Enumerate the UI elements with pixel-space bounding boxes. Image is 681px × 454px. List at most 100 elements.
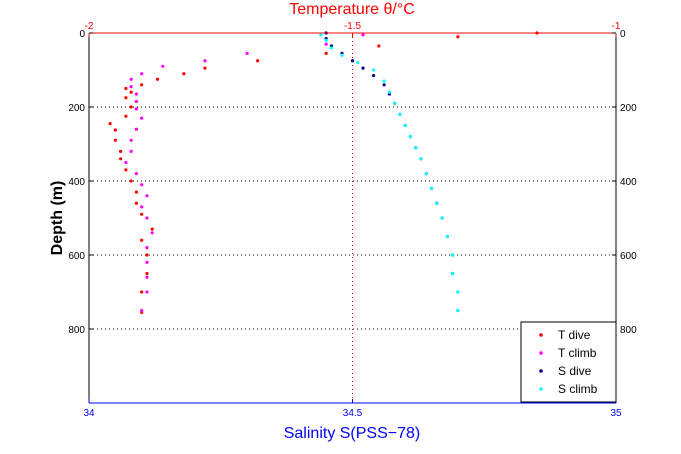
- bottom-axis-label: Salinity S(PSS−78): [284, 425, 421, 442]
- series-0-point-5: [203, 66, 207, 70]
- series-0-point-3: [324, 51, 328, 55]
- series-3-point-15: [429, 186, 434, 190]
- series-1-point-10: [134, 107, 139, 111]
- series-1-point-22: [145, 246, 149, 250]
- series-3-point-10: [403, 123, 407, 128]
- series-2-point-6: [371, 73, 376, 78]
- series-3-point-5: [371, 68, 376, 72]
- series-1-point-19: [140, 205, 144, 209]
- legend-label-0: T dive: [558, 328, 591, 342]
- series-0-point-16: [113, 138, 117, 142]
- series-0-point-1: [456, 35, 460, 39]
- series-1-point-21: [150, 231, 154, 235]
- bottom-tick-label: 34.5: [343, 408, 363, 419]
- series-1-point-23: [145, 260, 149, 264]
- series-0-point-13: [124, 114, 128, 118]
- y-axis-label: Depth (m): [49, 181, 66, 256]
- series-1: [124, 33, 365, 313]
- series-1-point-9: [134, 99, 139, 104]
- y-tick-label-left: 200: [68, 103, 85, 114]
- series-3-point-14: [424, 172, 428, 176]
- series-3-point-2: [329, 46, 334, 50]
- series-0-point-14: [108, 122, 112, 126]
- series-1-point-20: [145, 216, 149, 220]
- series-3-point-9: [398, 112, 402, 116]
- series-1-point-24: [145, 275, 149, 279]
- series-3-point-4: [356, 61, 360, 65]
- series-0-point-19: [124, 168, 128, 172]
- data-series: [108, 31, 539, 314]
- legend-marker-1: [539, 351, 543, 355]
- series-1-point-18: [145, 194, 149, 198]
- series-0-point-7: [155, 77, 160, 81]
- series-1-point-12: [134, 127, 139, 131]
- series-3-point-8: [393, 101, 397, 105]
- y-tick-label-right: 200: [620, 103, 637, 114]
- legend-box: [520, 321, 617, 403]
- series-1-point-15: [124, 160, 128, 165]
- series-0-point-20: [129, 179, 133, 183]
- series-1-point-11: [140, 116, 144, 120]
- series-3-point-17: [440, 216, 444, 220]
- top-tick-label: -1.5: [344, 21, 362, 32]
- series-1-point-4: [161, 64, 165, 68]
- series-1-point-14: [129, 149, 133, 153]
- series-1-point-7: [129, 85, 133, 89]
- series-3-point-0: [319, 33, 323, 37]
- series-0-point-17: [119, 149, 123, 153]
- series-0-point-22: [134, 201, 139, 205]
- series-1-point-13: [129, 138, 133, 142]
- series-0-point-23: [140, 212, 144, 216]
- legend: T dive T climb S dive S climb: [520, 321, 617, 403]
- series-1-point-3: [203, 59, 207, 63]
- series-0-point-2: [377, 44, 381, 48]
- series-0-point-18: [119, 157, 123, 161]
- tick-labels: 0 0 200 200 400 400 600 600 800 800 34 34.5 35 -2 -1.5…: [68, 21, 637, 419]
- series-1-point-17: [140, 183, 144, 187]
- top-tick-label: -2: [85, 21, 94, 32]
- series-0-point-10: [129, 90, 133, 94]
- series-2-point-4: [350, 59, 355, 63]
- y-tick-label-left: 400: [68, 177, 85, 188]
- series-0-point-9: [124, 86, 128, 91]
- series-1-point-25: [145, 290, 149, 294]
- series-3-point-11: [408, 135, 413, 139]
- y-tick-label-right: 400: [620, 177, 637, 188]
- series-2-point-7: [382, 83, 386, 87]
- top-axis-label: Temperature θ/°C: [289, 1, 415, 18]
- y-tick-label-left: 800: [68, 325, 85, 336]
- series-3-point-13: [419, 157, 423, 161]
- series-0-point-26: [145, 253, 149, 257]
- series-1-point-2: [245, 51, 249, 55]
- series-3-point-21: [456, 290, 460, 294]
- series-0-point-12: [129, 105, 133, 109]
- series-0-point-27: [145, 271, 149, 276]
- top-tick-label: -1: [612, 21, 621, 32]
- series-1-point-16: [134, 172, 139, 176]
- grid: [89, 33, 616, 403]
- series-0: [108, 31, 539, 314]
- series-3: [319, 33, 460, 313]
- series-0-point-11: [124, 96, 128, 100]
- series-1-point-6: [129, 77, 133, 81]
- series-0-point-24: [150, 227, 154, 231]
- series-3-point-6: [382, 79, 386, 83]
- series-3-point-18: [445, 234, 449, 239]
- y-tick-label-left: 0: [79, 29, 85, 40]
- series-3-point-22: [456, 308, 460, 313]
- series-3-point-16: [435, 201, 439, 205]
- series-0-point-28: [140, 290, 144, 294]
- series-0-point-21: [134, 190, 139, 194]
- y-tick-label-right: 800: [620, 325, 637, 336]
- y-tick-label-left: 600: [68, 251, 85, 262]
- series-1-point-1: [324, 42, 328, 46]
- series-0-point-25: [140, 238, 144, 242]
- series-0-point-8: [140, 83, 144, 87]
- series-1-point-0: [361, 33, 365, 37]
- series-0-point-4: [256, 59, 260, 63]
- legend-label-3: S climb: [558, 382, 598, 396]
- series-0-point-15: [113, 128, 117, 132]
- series-3-point-12: [414, 146, 418, 150]
- series-2-point-5: [361, 66, 365, 70]
